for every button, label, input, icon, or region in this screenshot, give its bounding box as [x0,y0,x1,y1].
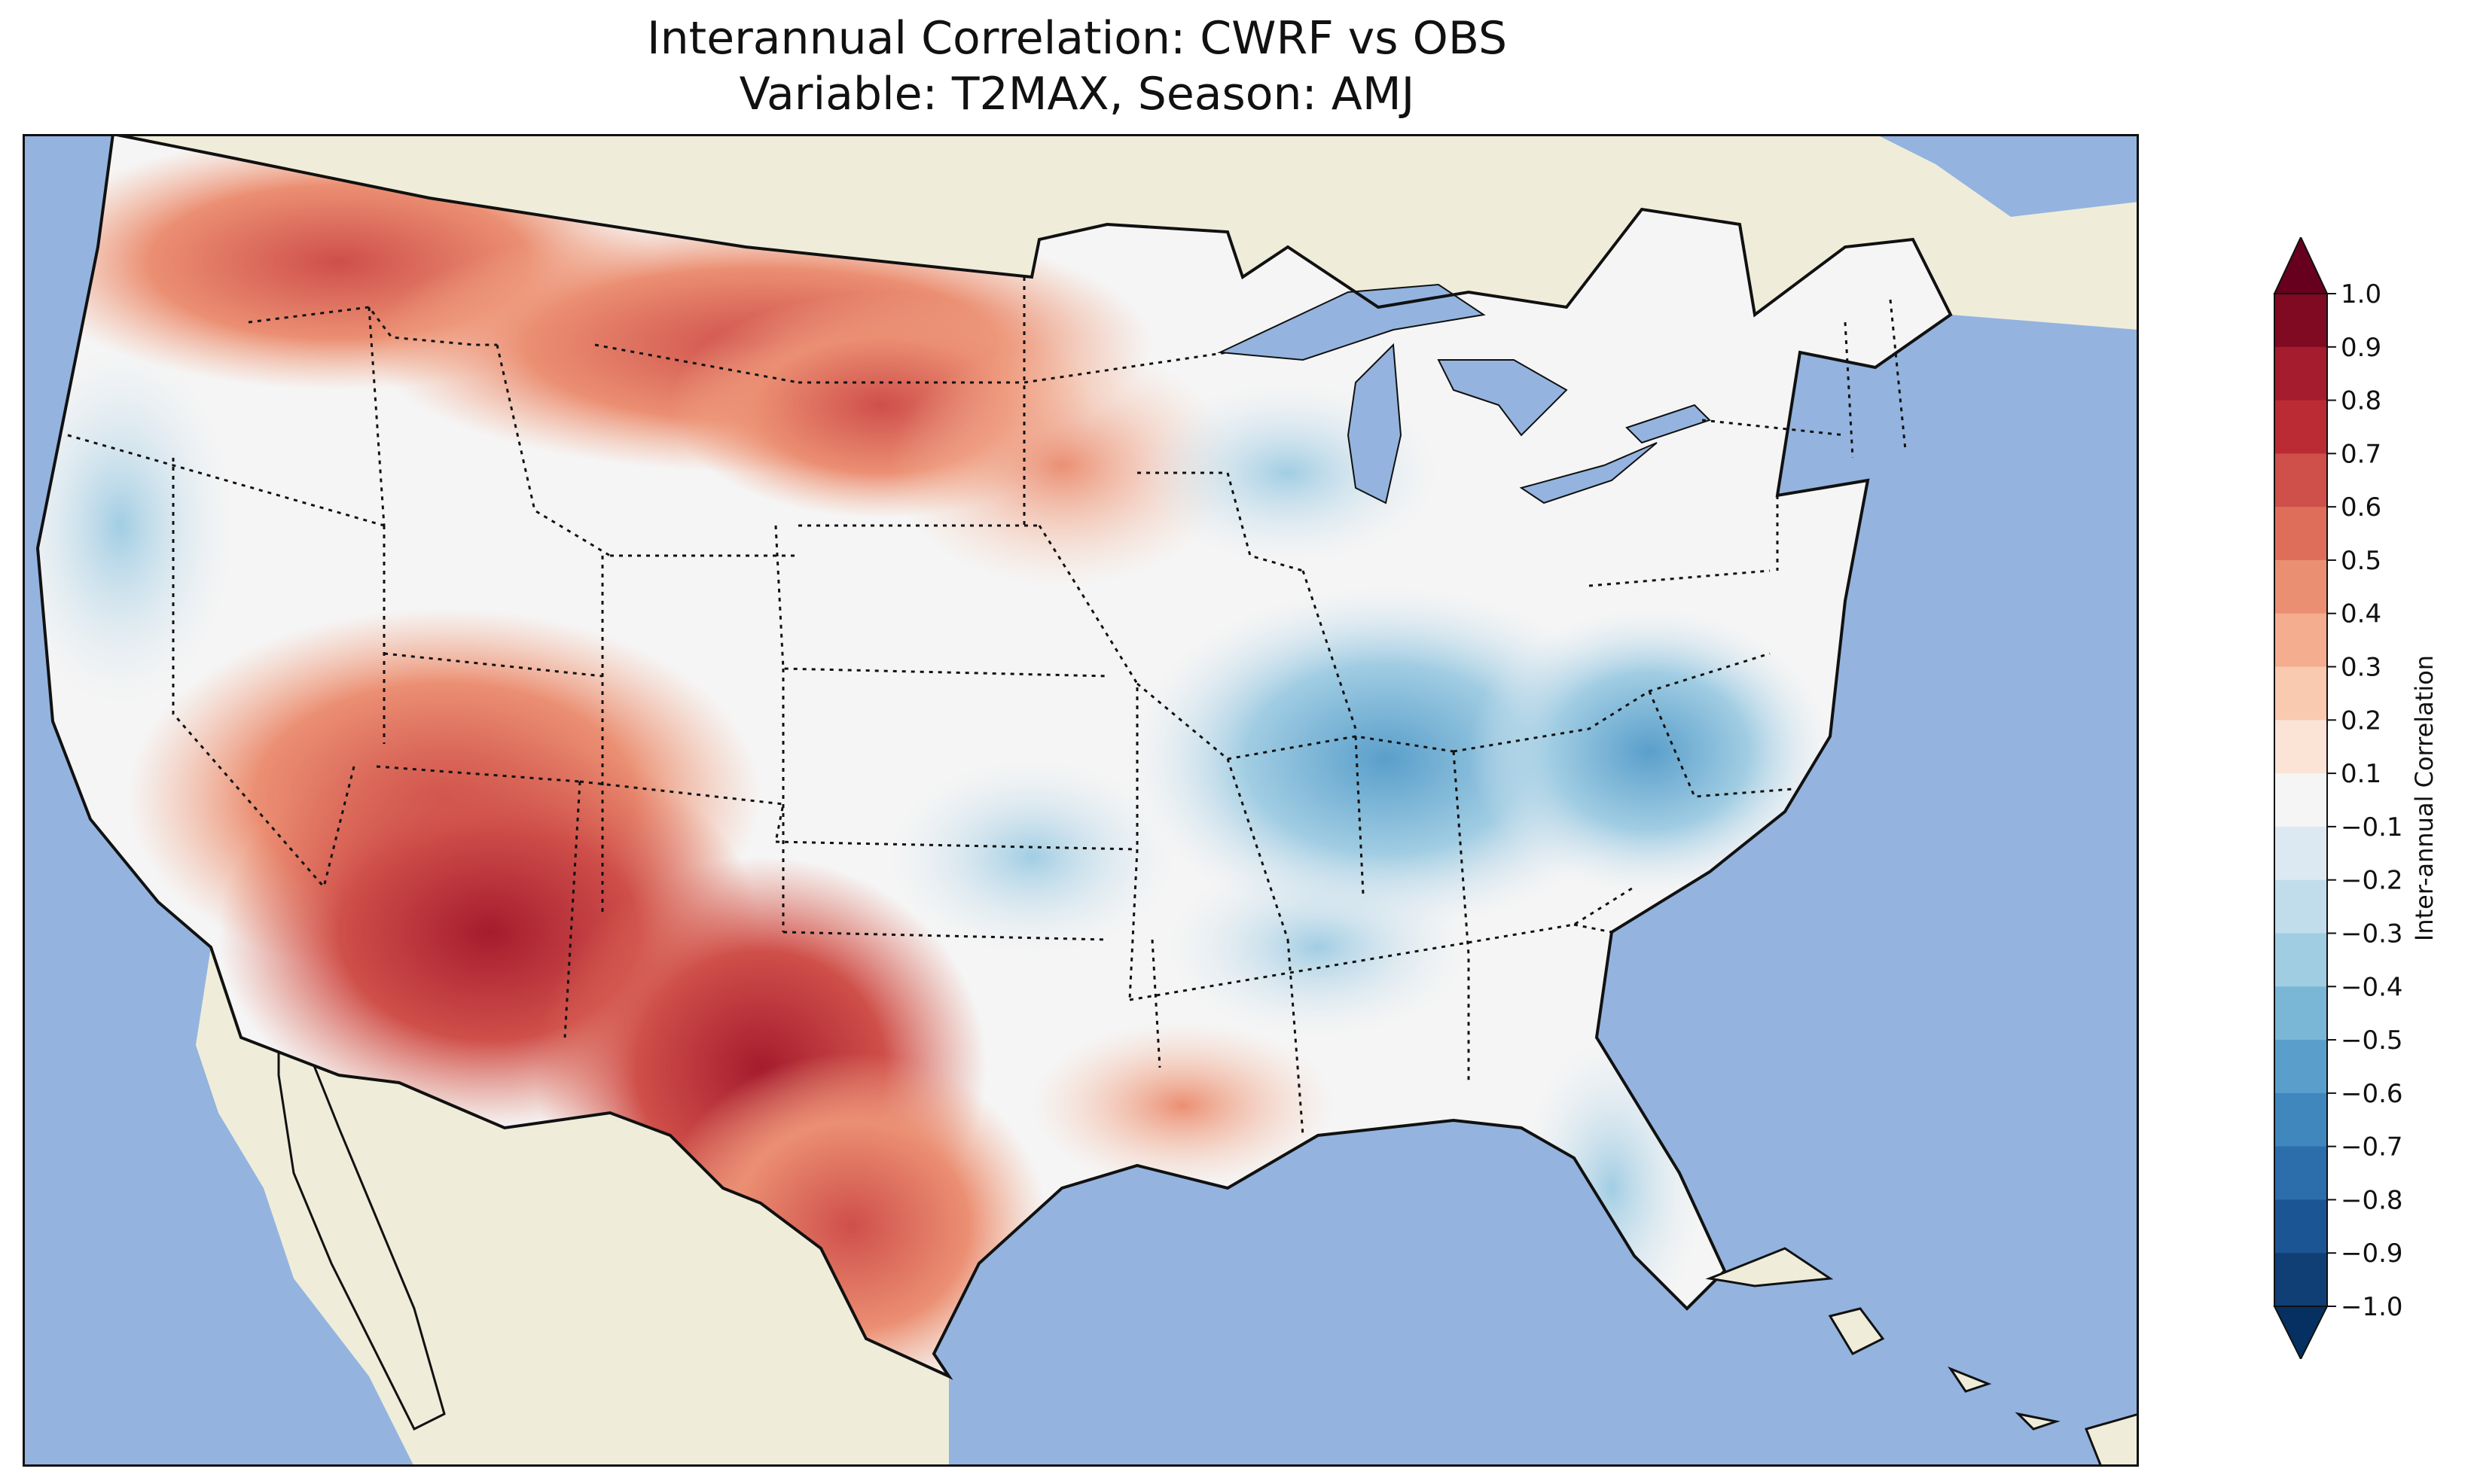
colorbar-band [2274,346,2327,401]
canada-border [112,134,1033,279]
colorbar-band [2274,826,2327,881]
colorbar-band [2274,1146,2327,1200]
colorbar-tick-label: −0.5 [2341,1025,2403,1056]
colorbar-ticks: 1.0 0.9 0.8 0.7 0.6 0.5 0.4 0.3 0.2 0.1 −0.1 −0.2 −0… [2327,279,2403,1322]
map-panel [23,134,2139,1467]
map-border [23,134,2139,1467]
colorbar-band [2274,294,2327,348]
colorbar-tick-label: −0.4 [2341,972,2403,1002]
colorbar-band [2274,559,2327,614]
colorbar-band [2274,1253,2327,1307]
colorbar-tick-label: 0.6 [2341,492,2381,523]
colorbar-tick-label: −0.6 [2341,1079,2403,1109]
colorbar-band [2274,666,2327,721]
colorbar-band [2274,1092,2327,1147]
colorbar-band [2274,773,2327,827]
chart-title: Interannual Correlation: CWRF vs OBS Var… [23,11,2131,122]
colorbar-band [2274,986,2327,1041]
colorbar-band [2274,1199,2327,1254]
colorbar-band [2274,1040,2327,1094]
colorbar-extend-max [2273,237,2329,294]
baja-peninsula [277,984,446,1431]
colorbar-band [2274,720,2327,774]
colorbar-tick-label: 0.9 [2341,333,2381,363]
colorbar-tick-label: 0.5 [2341,546,2381,576]
colorbar-band [2274,933,2327,987]
colorbar-bands [2273,237,2329,1359]
colorbar-tick-label: 0.3 [2341,653,2381,683]
colorbar-tick-label: −0.1 [2341,812,2403,843]
colorbar-band [2274,400,2327,454]
colorbar-tick-label: −0.3 [2341,919,2403,949]
colorbar-tick-label: −0.8 [2341,1185,2403,1215]
colorbar-tick-label: −0.9 [2341,1239,2403,1269]
title-line-2: Variable: T2MAX, Season: AMJ [739,68,1415,120]
colorbar-band [2274,453,2327,507]
colorbar-tick-label: 0.1 [2341,759,2381,789]
caribbean-islands [1705,1247,2139,1467]
great-lakes [1217,283,1711,504]
colorbar-outline [2274,293,2328,1307]
colorbar-band [2274,507,2327,561]
colorbar-extend-min [2273,1306,2329,1359]
colorbar-tick-label: 0.2 [2341,705,2381,736]
colorbar-tick-label: −0.7 [2341,1132,2403,1163]
colorbar-tick-label: −0.2 [2341,866,2403,896]
colorbar-label: Inter-annual Correlation [2410,655,2439,941]
correlation-field [38,134,1951,1376]
colorbar-tick-label: 1.0 [2341,279,2381,309]
colorbar-tick-label: 0.8 [2341,386,2381,416]
canada-land [113,134,2139,330]
colorbar: 1.0 0.9 0.8 0.7 0.6 0.5 0.4 0.3 0.2 0.1 −0.1 −0.2 −0… [2273,237,2439,1359]
colorbar-tick-label: 0.7 [2341,439,2381,469]
colorbar-band [2274,879,2327,934]
state-borders [67,277,1907,1136]
colorbar-tick-label: 0.4 [2341,599,2381,629]
title-line-1: Interannual Correlation: CWRF vs OBS [646,12,1508,65]
colorbar-tick-label: −1.0 [2341,1292,2403,1322]
colorbar-band [2274,613,2327,668]
